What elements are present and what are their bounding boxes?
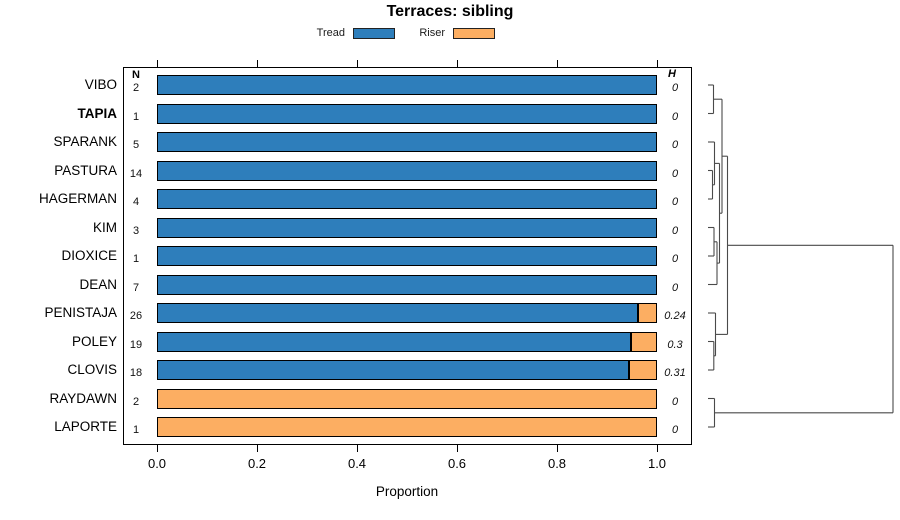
x-axis-tick-top (257, 60, 258, 67)
row-label: TAPIA (77, 105, 118, 121)
bar (157, 246, 657, 266)
row-label: SPARANK (53, 134, 117, 149)
n-value: 3 (132, 224, 140, 237)
bar (157, 103, 657, 124)
bar-segment-tread (157, 132, 657, 152)
x-axis-tick-bottom (157, 445, 158, 452)
bar-segment-tread (157, 360, 629, 380)
h-value: 0 (671, 424, 679, 436)
h-value: 0.3 (667, 338, 683, 351)
n-value: 4 (132, 196, 140, 208)
bar-segment-tread (157, 217, 657, 238)
h-column-header: H (668, 68, 676, 80)
h-value: 0 (671, 167, 679, 180)
h-value: 0 (671, 224, 679, 237)
bar-segment-riser (638, 303, 657, 323)
x-axis-tick-label: 1.0 (647, 456, 667, 471)
bar (157, 360, 657, 380)
n-value: 5 (132, 139, 140, 151)
x-axis-tick-top (357, 60, 358, 67)
bar-segment-riser (629, 360, 657, 380)
legend-label-tread: Tread (316, 27, 345, 39)
row-label: DEAN (79, 276, 117, 292)
bar-segment-tread (157, 274, 657, 295)
bar-segment-tread (157, 103, 657, 124)
x-axis-tick-bottom (357, 445, 358, 452)
row-label: PENISTAJA (44, 305, 117, 320)
bar (157, 331, 657, 352)
bar-segment-tread (157, 75, 657, 95)
x-axis-tick-bottom (257, 445, 258, 452)
x-axis-label: Proportion (375, 484, 439, 499)
x-axis-tick-bottom (657, 445, 658, 452)
n-value: 18 (129, 367, 143, 379)
bar-segment-tread (157, 331, 631, 352)
bar-segment-riser (157, 417, 657, 437)
row-label: DIOXICE (61, 248, 117, 263)
x-axis-tick-label: 0.2 (247, 456, 267, 471)
x-axis-tick-label: 0.6 (447, 456, 467, 471)
h-value: 0 (671, 110, 679, 123)
x-axis-tick-top (157, 60, 158, 67)
n-value: 1 (132, 424, 140, 436)
bar-segment-tread (157, 189, 657, 209)
bar (157, 75, 657, 95)
x-axis-tick-top (657, 60, 658, 67)
n-column-header: N (132, 69, 140, 81)
bar-segment-tread (157, 160, 657, 181)
h-value: 0.24 (664, 310, 686, 322)
row-label: VIBO (84, 77, 117, 92)
row-label: LAPORTE (54, 419, 117, 434)
h-value: 0 (671, 196, 679, 208)
n-value: 1 (132, 253, 140, 265)
x-axis-tick-top (557, 60, 558, 67)
x-axis-tick-top (457, 60, 458, 67)
legend-label-riser: Riser (419, 27, 445, 39)
legend-swatch-tread (353, 28, 395, 39)
h-value: 0 (671, 281, 679, 294)
x-axis-tick-label: 0.4 (347, 456, 367, 471)
bar (157, 132, 657, 152)
h-value: 0 (671, 253, 679, 265)
bar (157, 160, 657, 181)
row-label: KIM (92, 219, 117, 235)
n-value: 19 (129, 338, 143, 351)
row-label: RAYDAWN (49, 390, 118, 406)
bar (157, 189, 657, 209)
n-value: 26 (129, 310, 143, 322)
bar-segment-tread (157, 303, 638, 323)
h-value: 0.31 (664, 367, 686, 379)
h-value: 0 (671, 395, 679, 408)
row-label: CLOVIS (67, 362, 117, 377)
row-label: HAGERMAN (38, 191, 117, 206)
x-axis-tick-bottom (457, 445, 458, 452)
n-value: 2 (132, 82, 140, 94)
x-axis-tick-label: 0.8 (547, 456, 567, 471)
n-value: 2 (132, 395, 140, 408)
x-axis-tick-label: 0.0 (147, 456, 167, 471)
n-value: 14 (129, 167, 143, 180)
n-value: 1 (132, 110, 140, 123)
bar-segment-riser (157, 388, 657, 409)
row-label: POLEY (71, 333, 117, 349)
legend-swatch-riser (453, 28, 495, 39)
bar (157, 388, 657, 409)
chart-title: Terraces: sibling (386, 3, 514, 20)
x-axis-tick-bottom (557, 445, 558, 452)
bar (157, 303, 657, 323)
row-label: PASTURA (54, 162, 117, 178)
bar (157, 217, 657, 238)
h-value: 0 (671, 82, 679, 94)
bar (157, 274, 657, 295)
bar (157, 417, 657, 437)
n-value: 7 (132, 281, 140, 294)
bar-segment-riser (630, 331, 657, 352)
bar-segment-tread (157, 246, 657, 266)
h-value: 0 (671, 139, 679, 151)
